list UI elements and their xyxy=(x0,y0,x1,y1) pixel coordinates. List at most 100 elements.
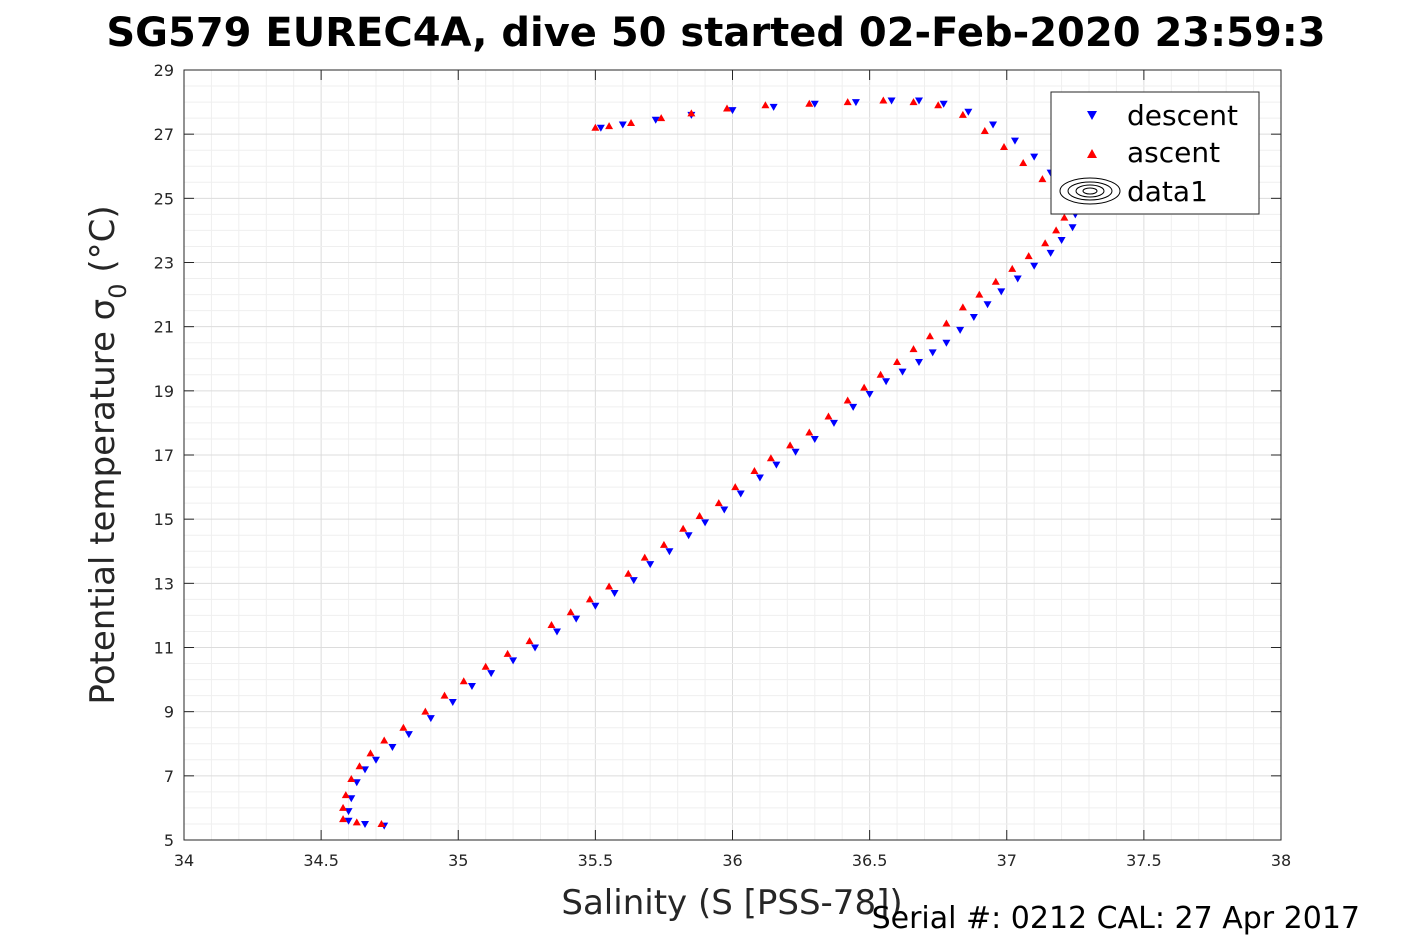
data-point-ascent xyxy=(876,370,885,378)
data-point-ascent xyxy=(879,96,888,104)
x-tick-label: 36.5 xyxy=(852,851,888,870)
y-tick-label: 25 xyxy=(154,189,174,208)
data-point-descent xyxy=(347,795,356,803)
x-axis-label: Salinity (S [PSS-78]) xyxy=(561,883,902,923)
data-point-ascent xyxy=(766,454,775,462)
data-point-descent xyxy=(531,644,540,652)
data-point-descent xyxy=(791,448,800,456)
data-point-ascent xyxy=(843,396,852,404)
data-point-descent xyxy=(591,602,600,610)
data-point-descent xyxy=(701,519,710,527)
data-point-descent xyxy=(361,766,370,774)
data-point-descent xyxy=(404,731,413,739)
y-tick-label: 23 xyxy=(154,254,174,273)
data-point-descent xyxy=(509,657,518,665)
legend: descent ascent data1 xyxy=(1050,91,1260,215)
y-tick-label: 11 xyxy=(154,639,174,658)
data-point-descent xyxy=(629,577,638,585)
data-point-ascent xyxy=(714,499,723,507)
data-point-descent xyxy=(1046,249,1055,257)
y-axis-ticks: 5 7 9 11 13 15 17 19 21 23 25 27 29 xyxy=(154,61,1281,850)
data-point-ascent xyxy=(909,345,918,353)
data-point-ascent xyxy=(399,723,408,731)
data-point-descent xyxy=(1030,262,1039,270)
data-point-ascent xyxy=(627,118,636,126)
data-point-ascent xyxy=(585,595,594,603)
y-tick-label: 9 xyxy=(164,703,174,722)
data-point-descent xyxy=(882,378,891,386)
data-point-descent xyxy=(487,670,496,678)
data-point-ascent xyxy=(481,662,490,670)
data-point-descent xyxy=(969,314,978,322)
series-ascent xyxy=(339,96,1072,827)
data-point-descent xyxy=(388,743,397,751)
x-tick-label: 35 xyxy=(448,851,468,870)
y-axis-label: Potential temperature σ0 (°C) xyxy=(83,205,132,704)
chart-title: SG579 EUREC4A, dive 50 started 02-Feb-20… xyxy=(106,10,1325,56)
data-point-ascent xyxy=(366,749,375,757)
data-point-ascent xyxy=(380,736,389,744)
data-series xyxy=(339,96,1080,830)
data-point-ascent xyxy=(503,649,512,657)
data-point-descent xyxy=(596,124,605,132)
data-point-ascent xyxy=(723,104,732,112)
data-point-ascent xyxy=(605,582,614,590)
legend-label-ascent: ascent xyxy=(1127,136,1220,169)
data-point-ascent xyxy=(624,569,633,577)
x-tick-label: 36 xyxy=(722,851,742,870)
data-point-descent xyxy=(344,817,353,825)
data-point-ascent xyxy=(980,126,989,134)
data-point-ascent xyxy=(440,691,449,699)
y-tick-label: 5 xyxy=(164,831,174,850)
data-point-descent xyxy=(552,628,561,636)
data-point-descent xyxy=(983,301,992,309)
data-point-ascent xyxy=(805,428,814,436)
data-point-descent xyxy=(914,358,923,366)
data-point-ascent xyxy=(1038,175,1047,183)
data-point-descent xyxy=(467,683,476,690)
data-point-ascent xyxy=(1024,252,1033,260)
data-point-descent xyxy=(736,490,745,498)
data-point-ascent xyxy=(934,101,943,109)
data-point-ascent xyxy=(731,483,740,491)
x-tick-label: 34.5 xyxy=(303,851,339,870)
data-point-ascent xyxy=(909,98,918,106)
data-point-ascent xyxy=(991,277,1000,285)
data-point-descent xyxy=(898,368,907,376)
data-point-ascent xyxy=(679,524,688,532)
y-axis-label-unit: (°C) xyxy=(83,205,123,283)
x-axis-ticks: 34 34.5 35 35.5 36 36.5 37 37.5 38 xyxy=(174,70,1291,870)
y-tick-label: 17 xyxy=(154,446,174,465)
data-point-ascent xyxy=(547,621,556,629)
y-tick-label: 27 xyxy=(154,125,174,144)
data-point-descent xyxy=(914,97,923,105)
x-tick-label: 35.5 xyxy=(578,851,614,870)
data-point-ascent xyxy=(659,540,668,548)
data-point-descent xyxy=(887,97,896,105)
data-point-descent xyxy=(865,391,874,399)
data-point-descent xyxy=(361,820,370,828)
data-point-descent xyxy=(572,615,581,623)
data-point-ascent xyxy=(893,357,902,365)
data-point-ascent xyxy=(525,637,534,645)
x-tick-label: 34 xyxy=(174,851,194,870)
data-point-ascent xyxy=(1008,264,1017,272)
data-point-ascent xyxy=(421,707,430,715)
data-point-descent xyxy=(997,288,1006,296)
data-point-descent xyxy=(810,435,819,443)
legend-label-descent: descent xyxy=(1127,99,1238,132)
data-point-descent xyxy=(772,461,781,469)
data-point-descent xyxy=(371,756,380,764)
y-axis-label-main: Potential temperature σ xyxy=(83,299,123,705)
data-point-descent xyxy=(942,339,951,347)
legend-marker-data1 xyxy=(1059,177,1121,205)
data-point-ascent xyxy=(687,109,696,117)
data-point-descent xyxy=(344,808,353,816)
data-point-descent xyxy=(618,121,627,129)
data-point-descent xyxy=(448,699,457,707)
y-tick-label: 29 xyxy=(154,61,174,80)
data-point-ascent xyxy=(786,441,795,449)
data-point-descent xyxy=(989,121,998,129)
data-point-ascent xyxy=(958,110,967,118)
data-point-descent xyxy=(665,548,674,556)
